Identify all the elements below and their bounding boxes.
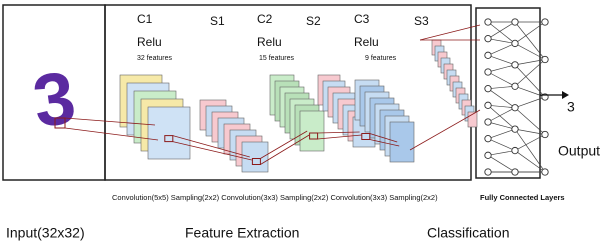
fc-edge [488, 55, 515, 65]
neuron [485, 35, 491, 41]
fc-edge [488, 39, 515, 44]
neuron [512, 105, 518, 111]
layer-name: C3 [354, 12, 370, 26]
fc-edge [488, 155, 515, 172]
layer-name: S3 [414, 14, 429, 28]
classifier-box [476, 8, 540, 178]
feature-map [242, 142, 268, 172]
feature-map [148, 107, 190, 159]
neuron [485, 135, 491, 141]
neuron [542, 19, 548, 25]
features: 32 features [137, 55, 173, 62]
layer-name: C1 [137, 12, 153, 26]
section-label: Classification [427, 225, 509, 241]
fc-edge [488, 22, 515, 43]
neuron [485, 102, 491, 108]
neuron [512, 126, 518, 132]
neuron [542, 169, 548, 175]
fc-edge [488, 108, 515, 122]
neuron [485, 152, 491, 158]
fc-edge [488, 86, 515, 88]
neuron [485, 52, 491, 58]
output-value: 3 [567, 99, 575, 115]
neuron [512, 83, 518, 89]
neuron [512, 147, 518, 153]
fc-edge [488, 129, 515, 139]
neuron [542, 56, 548, 62]
caption: Convolution(5x5) Sampling(2x2) Convoluti… [112, 193, 438, 202]
feature-map [390, 122, 414, 162]
fc-edge [488, 105, 515, 107]
neuron [512, 62, 518, 68]
activation: Relu [137, 35, 162, 49]
layer-name: C2 [257, 12, 273, 26]
fc-edge [488, 151, 515, 156]
neuron [485, 119, 491, 125]
connection [410, 110, 480, 150]
fc-edge [488, 22, 515, 39]
fc-edge [488, 65, 515, 72]
section-label: Feature Extraction [185, 225, 299, 241]
section-label: Input(32x32) [6, 225, 85, 241]
neuron [485, 169, 491, 175]
caption-bold: Fully Connected Layers [480, 193, 565, 202]
fc-edge [488, 43, 515, 55]
features: 9 features [365, 55, 397, 62]
neuron [512, 40, 518, 46]
fc-edge [488, 139, 515, 151]
features: 15 features [259, 55, 295, 62]
neuron [512, 169, 518, 175]
activation: Relu [257, 35, 282, 49]
input-digit: 3 [28, 55, 80, 143]
cnn-diagram: 3 C1 Relu 32 features S1 C2 Relu 15 feat… [0, 0, 610, 245]
feature-map [300, 111, 324, 151]
activation: Relu [354, 35, 379, 49]
output-label: Output [558, 143, 600, 159]
neuron [485, 69, 491, 75]
neuron [485, 19, 491, 25]
fc-edge [488, 89, 515, 108]
neuron [542, 131, 548, 137]
fully-connected [485, 19, 548, 175]
fc-edge [488, 72, 515, 86]
neuron [512, 19, 518, 25]
layer-name: S1 [210, 14, 225, 28]
neuron [485, 85, 491, 91]
layer-name: S2 [306, 14, 321, 28]
